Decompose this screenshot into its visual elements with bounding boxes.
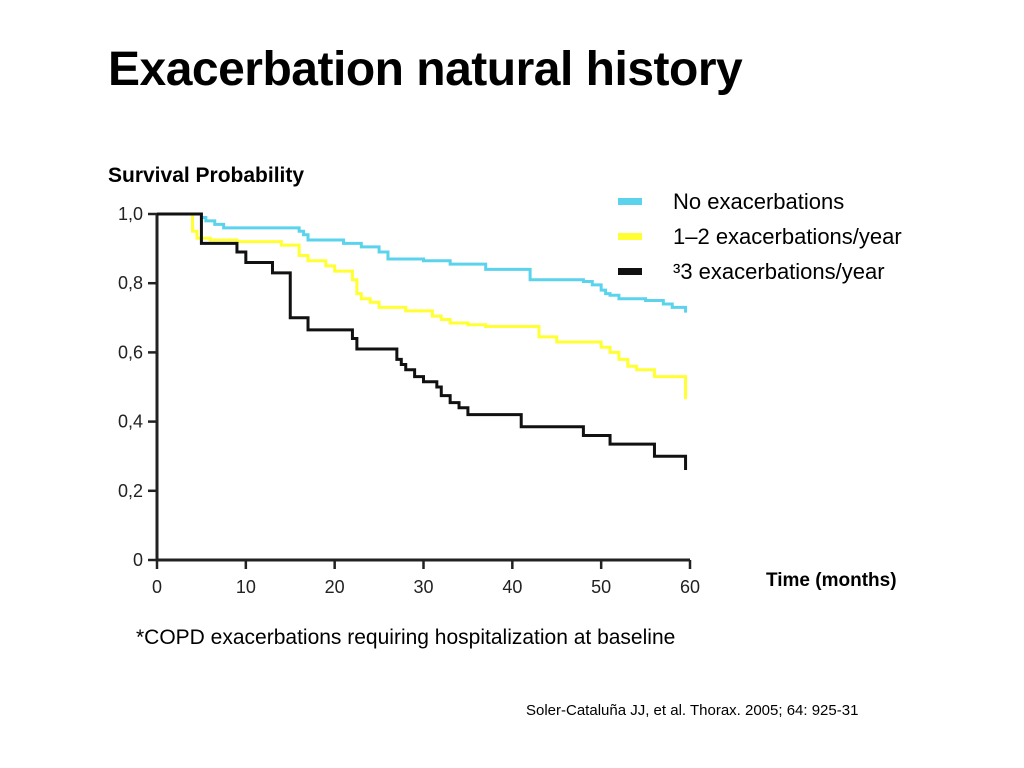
citation: Soler-Cataluña JJ, et al. Thorax. 2005; … xyxy=(526,702,859,719)
legend-item-no-exacerbations: No exacerbations xyxy=(618,184,902,219)
legend-label-no-exacerbations: No exacerbations xyxy=(673,188,845,214)
footnote: *COPD exacerbations requiring hospitaliz… xyxy=(136,626,676,649)
slide-title: Exacerbation natural history xyxy=(108,43,743,96)
legend-swatch-1-2-exacerbations xyxy=(618,233,642,240)
legend-item-3-plus-exacerbations: ³3 exacerbations/year xyxy=(618,254,902,289)
y-tick-label: 0 xyxy=(133,550,143,570)
axes: 0 0,2 0,4 0,6 0,8 1,0 0 10 20 30 40 50 60 xyxy=(118,204,700,597)
legend: No exacerbations 1–2 exacerbations/year … xyxy=(618,184,902,289)
series-line-0 xyxy=(157,212,688,313)
legend-swatch-no-exacerbations xyxy=(618,198,642,205)
series-lines xyxy=(157,212,688,471)
y-tick-label: 0,4 xyxy=(118,412,143,432)
y-axis-label: Survival Probability xyxy=(108,164,305,187)
x-tick-label: 20 xyxy=(325,577,345,597)
x-tick-label: 10 xyxy=(236,577,256,597)
legend-item-1-2-exacerbations: 1–2 exacerbations/year xyxy=(618,219,902,254)
x-tick-label: 50 xyxy=(591,577,611,597)
series-line-2 xyxy=(157,212,688,471)
x-tick-label: 60 xyxy=(680,577,700,597)
y-tick-label: 0,6 xyxy=(118,342,143,362)
x-axis-label: Time (months) xyxy=(766,570,897,591)
legend-label-3-plus-exacerbations: ³3 exacerbations/year xyxy=(673,258,885,284)
x-tick-label: 0 xyxy=(152,577,162,597)
legend-swatch-3-plus-exacerbations xyxy=(618,268,642,275)
series-line-1 xyxy=(157,212,688,400)
y-tick-label: 0,8 xyxy=(118,273,143,293)
y-tick-label: 0,2 xyxy=(118,481,143,501)
x-tick-label: 40 xyxy=(502,577,522,597)
legend-label-1-2-exacerbations: 1–2 exacerbations/year xyxy=(673,223,902,249)
y-tick-label: 1,0 xyxy=(118,204,143,224)
x-tick-label: 30 xyxy=(413,577,433,597)
